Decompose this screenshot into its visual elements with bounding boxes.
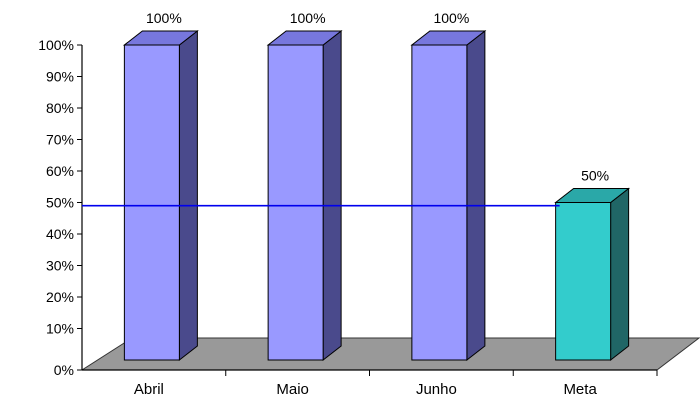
chart-axes: 0% 10% 20% 30% 40% 50% 60% 70% 80% 90% 100% Abril Ma… xyxy=(38,37,658,398)
bar-abril xyxy=(122,29,199,362)
data-label: 100% xyxy=(146,10,182,26)
bar-maio xyxy=(266,29,343,362)
y-tick-label: 40% xyxy=(46,226,74,242)
y-tick-label: 70% xyxy=(46,132,74,148)
bar-junho xyxy=(410,29,487,362)
chart-labels: 100% 100% 100% 50% xyxy=(146,10,609,184)
bar-front xyxy=(555,202,612,361)
y-tick-label: 100% xyxy=(38,37,74,53)
y-tick-label: 20% xyxy=(46,289,74,305)
x-tick-label: Meta xyxy=(563,381,597,398)
bar-meta xyxy=(554,187,631,362)
data-label: 100% xyxy=(433,10,469,26)
bar-side xyxy=(610,187,630,362)
bar-front xyxy=(411,44,468,361)
y-tick-label: 80% xyxy=(46,100,74,116)
y-tick-label: 50% xyxy=(46,195,74,211)
x-tick-label: Junho xyxy=(416,381,457,398)
x-tick-label: Abril xyxy=(134,381,164,398)
bar-side xyxy=(178,29,198,362)
y-tick-label: 10% xyxy=(46,321,74,337)
bar-side xyxy=(466,29,486,362)
y-tick-label: 0% xyxy=(54,362,74,378)
chart-bars xyxy=(122,29,631,362)
y-tick-label: 90% xyxy=(46,69,74,85)
y-tick-label: 30% xyxy=(46,258,74,274)
bar-front xyxy=(267,44,324,361)
data-label: 100% xyxy=(290,10,326,26)
y-tick-label: 60% xyxy=(46,163,74,179)
bar-side xyxy=(322,29,342,362)
data-label: 50% xyxy=(581,168,609,184)
x-tick-label: Maio xyxy=(276,381,309,398)
bar-front xyxy=(123,44,180,361)
